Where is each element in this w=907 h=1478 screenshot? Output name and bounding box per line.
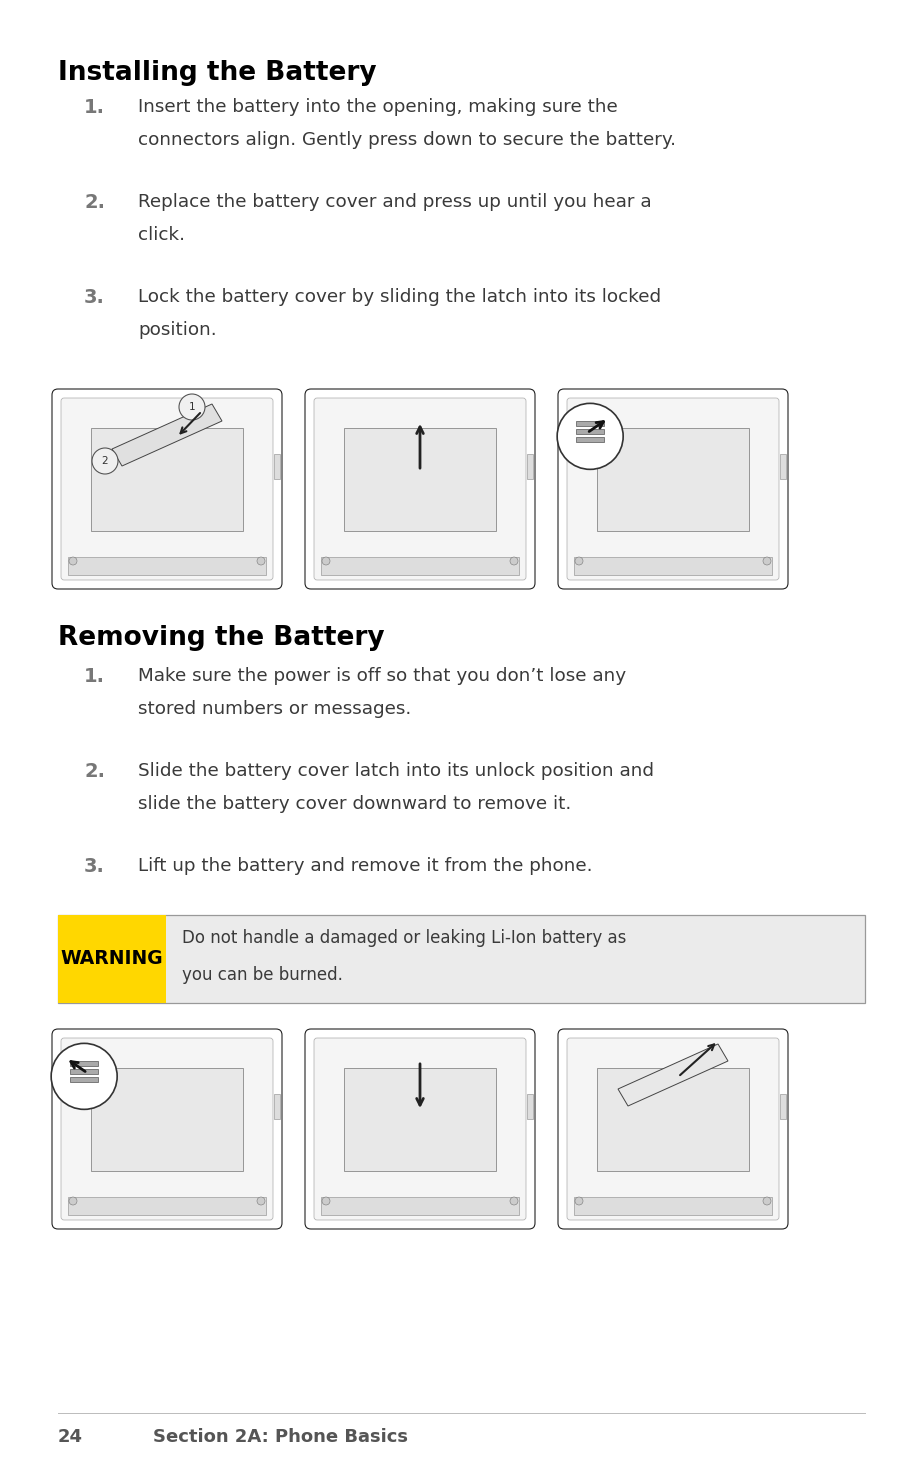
Circle shape	[510, 557, 518, 565]
Text: 24: 24	[58, 1428, 83, 1445]
Text: 2.: 2.	[84, 194, 105, 211]
Bar	[780, 1094, 786, 1119]
Circle shape	[763, 1197, 771, 1205]
Bar	[91, 429, 243, 531]
Bar	[576, 421, 604, 426]
Bar	[527, 1094, 533, 1119]
Bar	[597, 1069, 749, 1171]
Text: 1: 1	[189, 402, 195, 412]
Text: 3.: 3.	[84, 288, 105, 307]
Circle shape	[557, 403, 623, 470]
FancyBboxPatch shape	[558, 389, 788, 590]
Bar	[58, 915, 166, 1004]
Text: 3.: 3.	[84, 857, 105, 876]
Bar	[58, 915, 865, 1004]
Circle shape	[322, 1197, 330, 1205]
Text: click.: click.	[138, 226, 185, 244]
Bar	[344, 1069, 496, 1171]
Bar	[68, 1197, 266, 1215]
Text: 1.: 1.	[84, 98, 105, 117]
Bar	[274, 454, 280, 479]
Circle shape	[69, 1197, 77, 1205]
Bar	[574, 1197, 772, 1215]
Text: Section 2A: Phone Basics: Section 2A: Phone Basics	[153, 1428, 408, 1445]
Text: Removing the Battery: Removing the Battery	[58, 625, 385, 650]
FancyBboxPatch shape	[314, 398, 526, 579]
Circle shape	[51, 1043, 117, 1110]
Circle shape	[257, 1197, 265, 1205]
Text: Installing the Battery: Installing the Battery	[58, 61, 376, 86]
Circle shape	[763, 557, 771, 565]
Polygon shape	[618, 1043, 728, 1106]
FancyBboxPatch shape	[61, 398, 273, 579]
Circle shape	[510, 1197, 518, 1205]
Text: Do not handle a damaged or leaking Li-Ion battery as: Do not handle a damaged or leaking Li-Io…	[182, 930, 627, 947]
FancyBboxPatch shape	[61, 1038, 273, 1219]
Circle shape	[575, 1197, 583, 1205]
Polygon shape	[112, 403, 222, 466]
Text: Lock the battery cover by sliding the latch into its locked: Lock the battery cover by sliding the la…	[138, 288, 661, 306]
Bar	[68, 557, 266, 575]
Text: slide the battery cover downward to remove it.: slide the battery cover downward to remo…	[138, 795, 571, 813]
Text: WARNING: WARNING	[61, 949, 163, 968]
Bar	[70, 1077, 98, 1082]
Circle shape	[69, 557, 77, 565]
Bar	[780, 454, 786, 479]
Circle shape	[92, 448, 118, 474]
Text: 2.: 2.	[84, 763, 105, 780]
Circle shape	[179, 395, 205, 420]
Bar	[321, 1197, 519, 1215]
FancyBboxPatch shape	[567, 398, 779, 579]
Bar	[576, 437, 604, 442]
Text: Replace the battery cover and press up until you hear a: Replace the battery cover and press up u…	[138, 194, 651, 211]
Bar	[91, 1069, 243, 1171]
Bar	[576, 429, 604, 435]
Text: stored numbers or messages.: stored numbers or messages.	[138, 701, 411, 718]
Bar	[274, 1094, 280, 1119]
FancyBboxPatch shape	[52, 389, 282, 590]
Text: Make sure the power is off so that you don’t lose any: Make sure the power is off so that you d…	[138, 667, 626, 684]
Bar	[527, 454, 533, 479]
Bar	[70, 1069, 98, 1075]
FancyBboxPatch shape	[305, 389, 535, 590]
Circle shape	[322, 557, 330, 565]
FancyBboxPatch shape	[305, 1029, 535, 1230]
Text: position.: position.	[138, 321, 217, 338]
Text: you can be burned.: you can be burned.	[182, 967, 343, 984]
Text: Insert the battery into the opening, making sure the: Insert the battery into the opening, mak…	[138, 98, 618, 115]
Circle shape	[257, 557, 265, 565]
Bar	[70, 1061, 98, 1066]
Bar	[344, 429, 496, 531]
Text: Lift up the battery and remove it from the phone.: Lift up the battery and remove it from t…	[138, 857, 592, 875]
Text: Slide the battery cover latch into its unlock position and: Slide the battery cover latch into its u…	[138, 763, 654, 780]
FancyBboxPatch shape	[558, 1029, 788, 1230]
FancyBboxPatch shape	[314, 1038, 526, 1219]
Bar	[321, 557, 519, 575]
Bar	[574, 557, 772, 575]
Text: 2: 2	[102, 457, 108, 466]
Text: connectors align. Gently press down to secure the battery.: connectors align. Gently press down to s…	[138, 132, 676, 149]
FancyBboxPatch shape	[567, 1038, 779, 1219]
Bar	[597, 429, 749, 531]
Text: 1.: 1.	[84, 667, 105, 686]
Circle shape	[575, 557, 583, 565]
FancyBboxPatch shape	[52, 1029, 282, 1230]
